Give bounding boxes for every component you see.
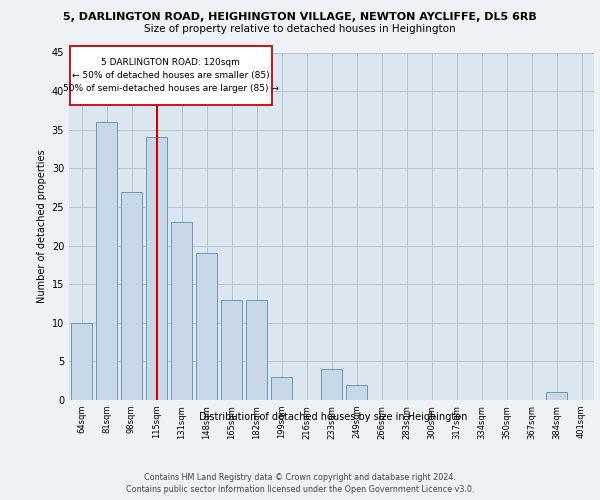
Bar [221, 300, 242, 400]
Text: Contains HM Land Registry data © Crown copyright and database right 2024.: Contains HM Land Registry data © Crown c… [144, 472, 456, 482]
Bar [271, 377, 292, 400]
Bar [196, 254, 217, 400]
Text: Size of property relative to detached houses in Heighington: Size of property relative to detached ho… [144, 24, 456, 34]
Text: Distribution of detached houses by size in Heighington: Distribution of detached houses by size … [199, 412, 467, 422]
Bar [246, 300, 267, 400]
FancyBboxPatch shape [70, 46, 271, 105]
Bar [321, 369, 342, 400]
Bar [346, 384, 367, 400]
Bar [71, 323, 92, 400]
Y-axis label: Number of detached properties: Number of detached properties [37, 150, 47, 303]
Bar [121, 192, 142, 400]
Bar [171, 222, 192, 400]
Bar [96, 122, 117, 400]
Bar [546, 392, 567, 400]
Text: Contains public sector information licensed under the Open Government Licence v3: Contains public sector information licen… [126, 485, 474, 494]
Text: 5 DARLINGTON ROAD: 120sqm
← 50% of detached houses are smaller (85)
50% of semi-: 5 DARLINGTON ROAD: 120sqm ← 50% of detac… [63, 58, 279, 94]
Text: 5, DARLINGTON ROAD, HEIGHINGTON VILLAGE, NEWTON AYCLIFFE, DL5 6RB: 5, DARLINGTON ROAD, HEIGHINGTON VILLAGE,… [63, 12, 537, 22]
Bar [146, 138, 167, 400]
